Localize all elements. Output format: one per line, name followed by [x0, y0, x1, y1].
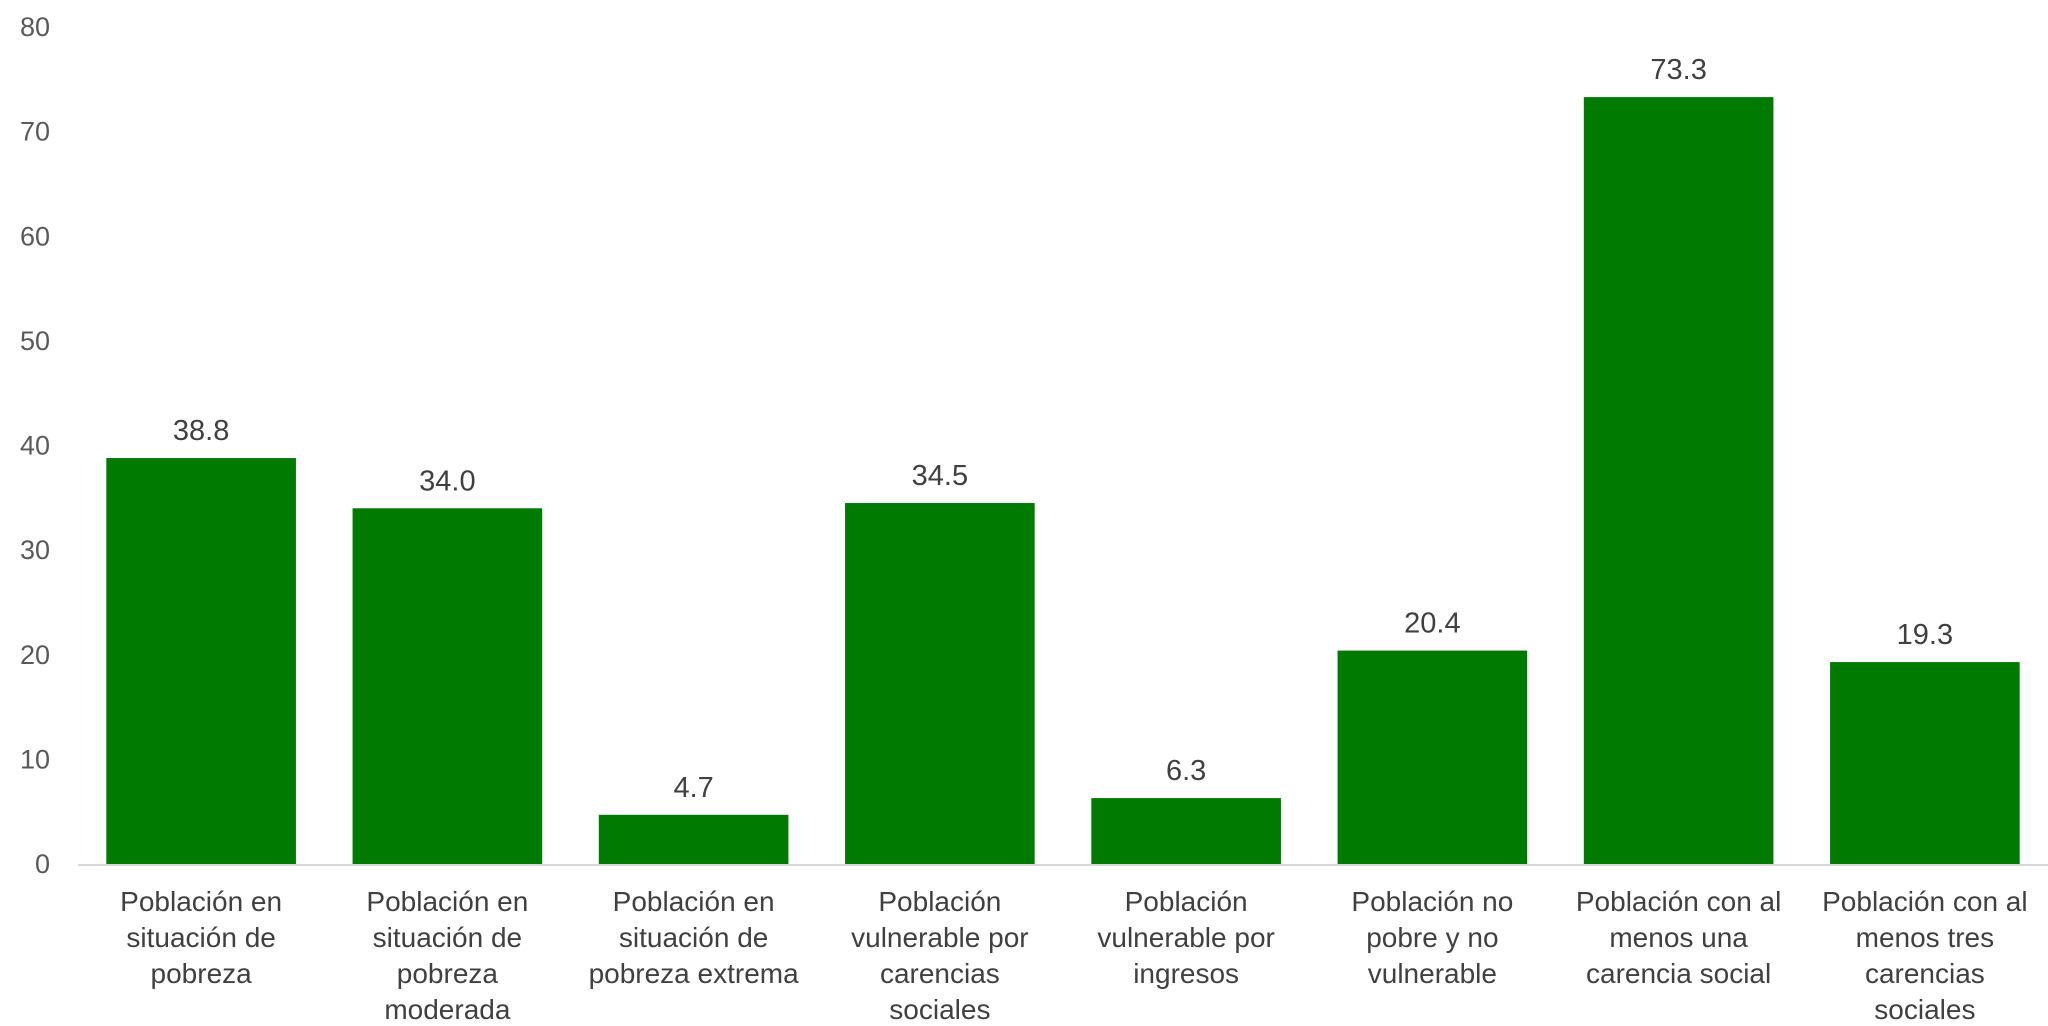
category-label-line: situación de — [373, 922, 522, 953]
bars — [106, 97, 2020, 864]
category-label-line: Población con al — [1822, 886, 2027, 917]
category-label-line: vulnerable por — [1097, 922, 1274, 953]
bar — [1337, 650, 1528, 864]
bar-value-label: 6.3 — [1166, 755, 1206, 787]
category-label-line: menos tres — [1856, 922, 1995, 953]
category-label-line: pobreza — [151, 958, 253, 989]
category-label-line: carencias — [880, 958, 1000, 989]
category-label-line: Población en — [613, 886, 775, 917]
y-tick-label: 10 — [20, 744, 50, 774]
category-label-line: sociales — [889, 994, 990, 1025]
category-label-line: vulnerable por — [851, 922, 1028, 953]
category-label-line: Población no — [1351, 886, 1513, 917]
bar — [1583, 97, 1774, 864]
category-label-line: ingresos — [1133, 958, 1239, 989]
category-label: Población no pobre y no vulnerable — [1351, 886, 1513, 989]
category-label: Población con al menos tres carencias socia… — [1822, 886, 2027, 1025]
category-label-line: pobreza — [397, 958, 499, 989]
category-label: Población vulnerable por ingresos — [1097, 886, 1274, 989]
bar — [352, 508, 543, 864]
bar-value-label: 34.0 — [419, 465, 475, 497]
category-label-line: situación de — [126, 922, 275, 953]
bar-value-label: 4.7 — [673, 772, 713, 804]
y-axis-ticks: 0 10 20 30 40 50 60 70 80 — [20, 12, 50, 879]
bar-value-label: 73.3 — [1650, 54, 1706, 86]
category-label: Población en situación de pobreza — [120, 886, 282, 989]
category-label-line: carencias — [1865, 958, 1985, 989]
y-tick-label: 20 — [20, 640, 50, 670]
y-tick-label: 60 — [20, 221, 50, 251]
bar-value-label: 19.3 — [1897, 619, 1953, 651]
category-labels: Población en situación de pobrezaPoblación… — [120, 886, 2027, 1025]
category-label-line: sociales — [1874, 994, 1975, 1025]
category-label-line: menos una — [1609, 922, 1748, 953]
category-label-line: Población en — [366, 886, 528, 917]
bar — [845, 503, 1035, 864]
y-tick-label: 40 — [20, 431, 50, 461]
category-label-line: Población — [1125, 886, 1248, 917]
bar-value-label: 20.4 — [1404, 608, 1460, 640]
category-label-line: Población con al — [1576, 886, 1781, 917]
bar — [106, 458, 296, 864]
bar — [598, 814, 789, 864]
category-label-line: Población en — [120, 886, 282, 917]
bar — [1091, 798, 1281, 864]
data-labels: 38.8 34.0 4.7 34.5 6.3 20.4 73.3 19.3 — [173, 54, 1953, 804]
category-label-line: pobreza extrema — [589, 958, 800, 989]
bar-value-label: 38.8 — [173, 415, 229, 447]
category-label-line: pobre y no — [1366, 922, 1498, 953]
y-tick-label: 0 — [35, 849, 50, 879]
category-label-line: moderada — [384, 994, 511, 1025]
category-label: Población con al menos una carencia social — [1576, 886, 1781, 989]
category-label-line: carencia social — [1586, 958, 1771, 989]
y-tick-label: 30 — [20, 535, 50, 565]
category-label: Población vulnerable por carencias sociales — [851, 886, 1028, 1025]
y-tick-label: 50 — [20, 326, 50, 356]
y-tick-label: 80 — [20, 12, 50, 42]
y-tick-label: 70 — [20, 117, 50, 147]
category-label: Población en situación de pobreza extrema — [589, 886, 800, 989]
category-label-line: vulnerable — [1368, 958, 1497, 989]
category-label-line: situación de — [619, 922, 768, 953]
bar — [1830, 662, 2020, 864]
category-label: Población en situación de pobreza moderada — [366, 886, 528, 1025]
category-label-line: Población — [878, 886, 1001, 917]
bar-value-label: 34.5 — [912, 460, 968, 492]
